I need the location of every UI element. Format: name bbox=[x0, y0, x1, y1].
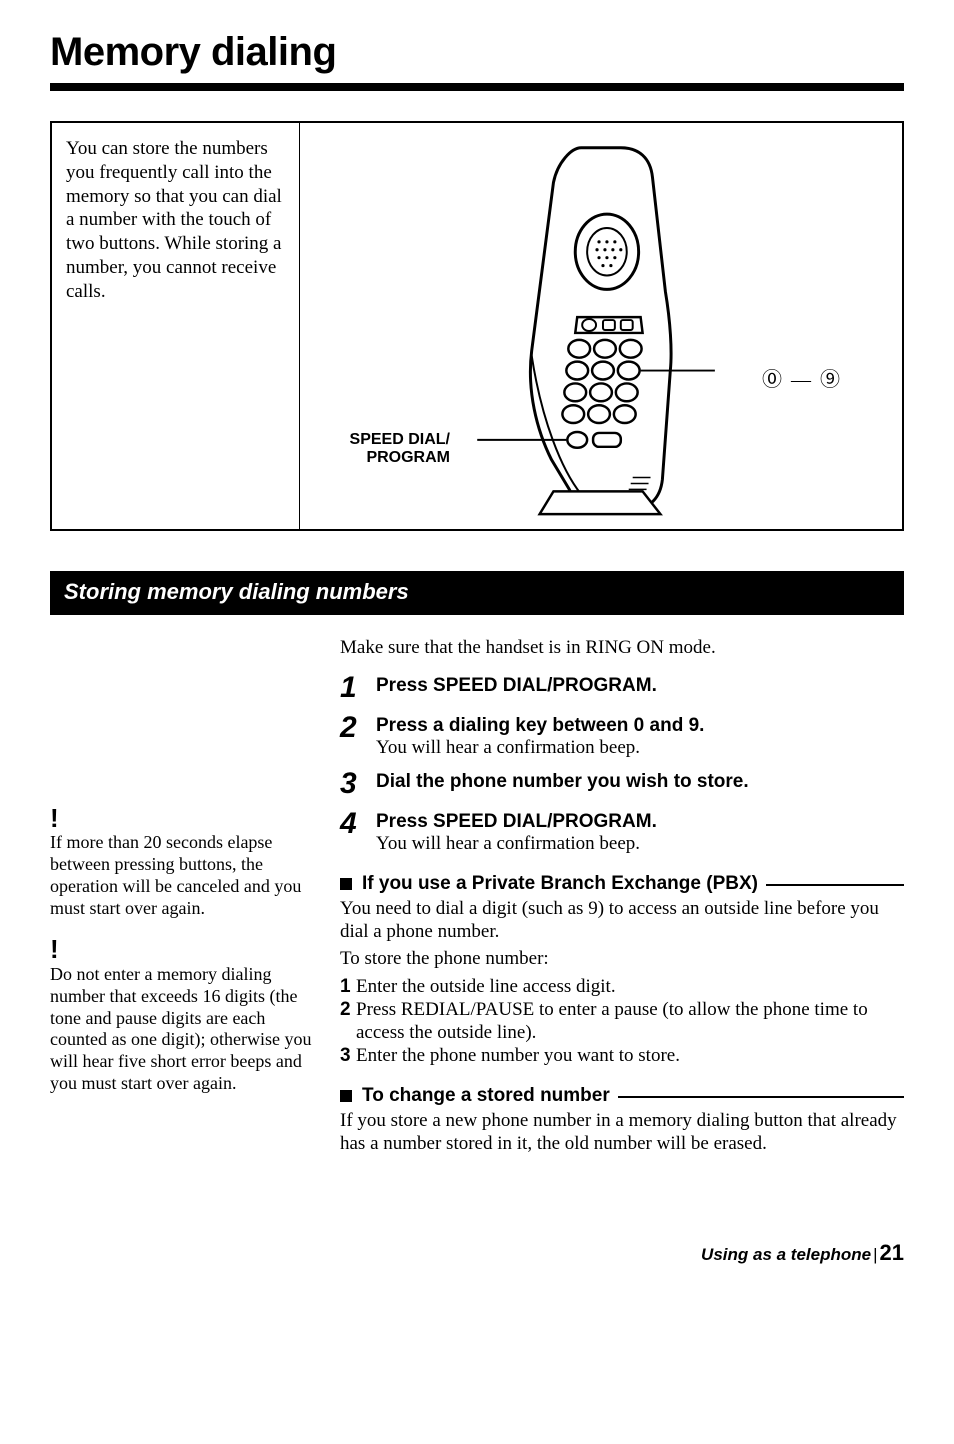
list-text: Enter the outside line access digit. bbox=[356, 975, 616, 998]
content-columns: ! If more than 20 seconds elapse between… bbox=[50, 637, 904, 1160]
title-rule bbox=[50, 83, 904, 91]
step-sub: You will hear a confirmation beep. bbox=[376, 833, 904, 855]
step-title: Press SPEED DIAL/PROGRAM. bbox=[376, 675, 904, 697]
side-notes: ! If more than 20 seconds elapse between… bbox=[50, 637, 340, 1160]
step-4: 4 Press SPEED DIAL/PROGRAM. You will hea… bbox=[340, 809, 904, 855]
step-1: 1 Press SPEED DIAL/PROGRAM. bbox=[340, 673, 904, 703]
pbx-item-2: 2 Press REDIAL/PAUSE to enter a pause (t… bbox=[340, 998, 904, 1044]
square-bullet-icon bbox=[340, 878, 352, 890]
step-2: 2 Press a dialing key between 0 and 9. Y… bbox=[340, 713, 904, 759]
pbx-list: 1 Enter the outside line access digit. 2… bbox=[340, 975, 904, 1068]
note-text: If more than 20 seconds elapse between p… bbox=[50, 832, 301, 918]
footer-section: Using as a telephone bbox=[701, 1245, 871, 1264]
label-speed-dial: SPEED DIAL/ PROGRAM bbox=[330, 431, 450, 466]
label-keys: ⓪ — ⑨ bbox=[762, 363, 842, 392]
step-number: 4 bbox=[340, 809, 376, 855]
intro-box: You can store the numbers you frequently… bbox=[50, 121, 904, 531]
note-digits: ! Do not enter a memory dialing number t… bbox=[50, 938, 322, 1095]
step-title: Press a dialing key between 0 and 9. bbox=[376, 715, 904, 737]
square-bullet-icon bbox=[340, 1090, 352, 1102]
pbx-para1: You need to dial a digit (such as 9) to … bbox=[340, 897, 904, 943]
main-content: Make sure that the handset is in RING ON… bbox=[340, 637, 904, 1160]
pbx-title: If you use a Private Branch Exchange (PB… bbox=[362, 873, 758, 895]
intro-text: You can store the numbers you frequently… bbox=[52, 123, 300, 529]
note-text: Do not enter a memory dialing number tha… bbox=[50, 964, 311, 1094]
footer-separator: | bbox=[873, 1245, 877, 1264]
phone-diagram: SPEED DIAL/ PROGRAM ⓪ — ⑨ bbox=[300, 123, 902, 529]
step-title: Press SPEED DIAL/PROGRAM. bbox=[376, 811, 904, 833]
manual-page: Memory dialing You can store the numbers… bbox=[0, 0, 954, 1296]
lead-text: Make sure that the handset is in RING ON… bbox=[340, 637, 904, 659]
list-number: 1 bbox=[340, 975, 356, 998]
alert-icon: ! bbox=[50, 807, 322, 830]
step-title: Dial the phone number you wish to store. bbox=[376, 771, 904, 793]
pbx-item-3: 3 Enter the phone number you want to sto… bbox=[340, 1044, 904, 1067]
change-body: If you store a new phone number in a mem… bbox=[340, 1109, 904, 1155]
pbx-item-1: 1 Enter the outside line access digit. bbox=[340, 975, 904, 998]
page-number: 21 bbox=[880, 1240, 904, 1265]
page-title: Memory dialing bbox=[50, 30, 904, 75]
step-number: 3 bbox=[340, 769, 376, 799]
alert-icon: ! bbox=[50, 938, 322, 961]
step-sub: You will hear a confirmation beep. bbox=[376, 737, 904, 759]
note-timeout: ! If more than 20 seconds elapse between… bbox=[50, 807, 322, 920]
list-number: 3 bbox=[340, 1044, 356, 1067]
step-number: 1 bbox=[340, 673, 376, 703]
phone-illustration bbox=[300, 123, 902, 529]
change-heading: To change a stored number bbox=[340, 1085, 904, 1107]
change-title: To change a stored number bbox=[362, 1085, 610, 1107]
list-number: 2 bbox=[340, 998, 356, 1044]
pbx-para2: To store the phone number: bbox=[340, 947, 904, 970]
list-text: Press REDIAL/PAUSE to enter a pause (to … bbox=[356, 998, 904, 1044]
label-speed-line2: PROGRAM bbox=[366, 449, 450, 466]
label-speed-line1: SPEED DIAL/ bbox=[350, 431, 450, 448]
step-number: 2 bbox=[340, 713, 376, 759]
pbx-heading: If you use a Private Branch Exchange (PB… bbox=[340, 873, 904, 895]
heading-rule bbox=[766, 884, 904, 886]
section-heading: Storing memory dialing numbers bbox=[50, 571, 904, 615]
heading-rule bbox=[618, 1096, 904, 1098]
list-text: Enter the phone number you want to store… bbox=[356, 1044, 680, 1067]
page-footer: Using as a telephone|21 bbox=[50, 1240, 904, 1266]
step-3: 3 Dial the phone number you wish to stor… bbox=[340, 769, 904, 799]
